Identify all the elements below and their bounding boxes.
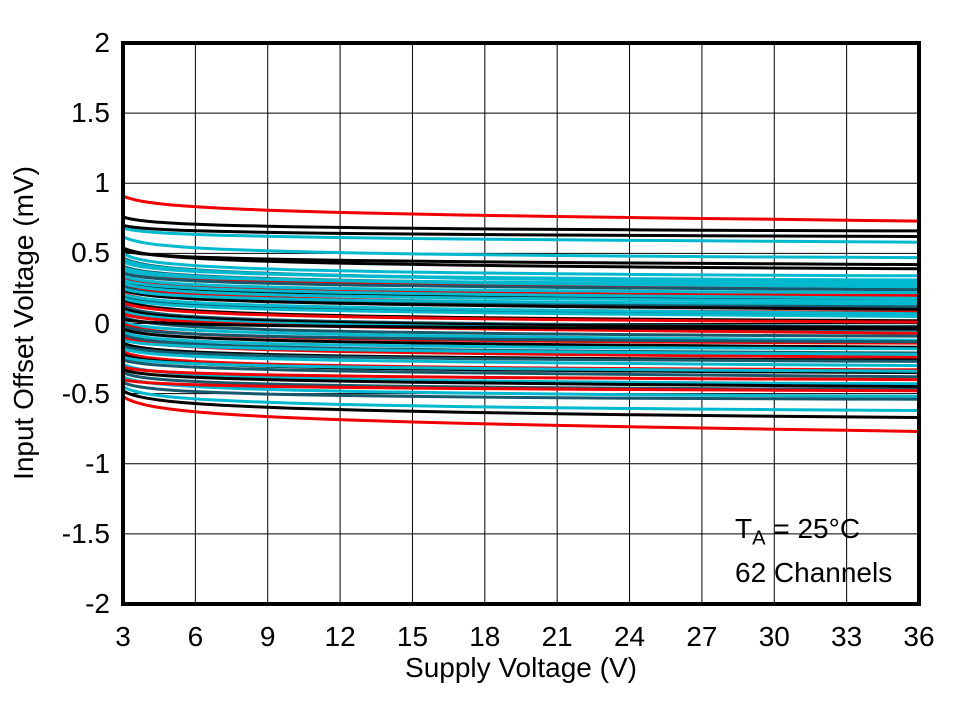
annotation-temp-symbol: T xyxy=(735,513,753,544)
channel-trace xyxy=(123,306,919,330)
channel-trace xyxy=(123,268,919,286)
channel-trace xyxy=(123,347,919,368)
channel-trace xyxy=(123,389,919,419)
x-tick-label: 3 xyxy=(115,621,131,652)
x-tick-label: 33 xyxy=(831,621,863,652)
x-tick-label: 30 xyxy=(758,621,790,652)
channel-trace xyxy=(123,271,919,292)
channel-trace xyxy=(123,288,919,311)
channel-trace xyxy=(123,344,919,363)
channel-trace xyxy=(123,278,919,300)
channel-trace xyxy=(123,330,919,351)
x-tick-label: 9 xyxy=(259,621,276,652)
y-tick-label: -2 xyxy=(85,588,110,619)
annotation-temp-value: = 25°C xyxy=(765,513,861,544)
x-tick-label: 24 xyxy=(613,621,646,652)
channel-trace xyxy=(123,251,919,278)
channel-traces xyxy=(123,194,919,433)
x-tick-label: 21 xyxy=(541,621,573,652)
annotation: TA = 25°C 62 Channels xyxy=(735,512,892,590)
channel-trace xyxy=(123,385,919,412)
channel-trace xyxy=(123,327,919,349)
x-tick-label: 12 xyxy=(324,621,356,652)
channel-trace xyxy=(123,324,919,344)
channel-trace xyxy=(123,249,919,267)
channel-trace xyxy=(123,358,919,379)
channel-trace xyxy=(123,317,919,331)
channel-trace xyxy=(123,365,919,382)
annotation-temp-subscript: A xyxy=(752,527,766,550)
x-tick-label: 18 xyxy=(469,621,501,652)
channel-trace xyxy=(123,355,919,373)
channel-trace xyxy=(123,215,919,233)
channel-trace xyxy=(123,286,919,306)
y-tick-label: -1 xyxy=(85,447,110,479)
annotation-line-temperature: TA = 25°C xyxy=(735,512,892,556)
x-tick-label: 15 xyxy=(396,621,429,652)
x-tick-label: 36 xyxy=(903,621,935,652)
channel-trace xyxy=(123,274,919,295)
y-tick-label: 0 xyxy=(94,307,110,339)
channel-trace xyxy=(123,194,919,223)
x-tick-label: 27 xyxy=(686,621,718,652)
channel-trace xyxy=(123,380,919,401)
axis-frame xyxy=(121,41,921,606)
channel-trace xyxy=(123,292,919,316)
y-tick-label: -0.5 xyxy=(61,377,110,409)
y-tick-label: -1.5 xyxy=(61,517,110,549)
annotation-line-channels: 62 Channels xyxy=(735,556,893,588)
x-axis-title: Supply Voltage (V) xyxy=(405,652,637,683)
channel-trace xyxy=(123,320,919,342)
channel-trace xyxy=(123,260,919,282)
channel-trace xyxy=(123,235,919,260)
channel-trace xyxy=(123,394,919,433)
y-tick-label: 1.5 xyxy=(71,97,110,129)
channel-trace xyxy=(123,368,919,389)
y-tick-label: 2 xyxy=(94,27,110,58)
channel-trace xyxy=(123,296,919,318)
x-tick-label: 6 xyxy=(187,621,204,652)
channel-trace xyxy=(123,226,919,244)
channel-trace xyxy=(123,378,919,393)
y-tick-label: 0.5 xyxy=(71,237,110,269)
y-tick-label: 1 xyxy=(94,167,110,199)
channel-trace xyxy=(123,281,919,303)
channel-trace xyxy=(123,223,919,238)
channel-trace xyxy=(123,338,919,356)
channel-trace xyxy=(123,301,919,324)
